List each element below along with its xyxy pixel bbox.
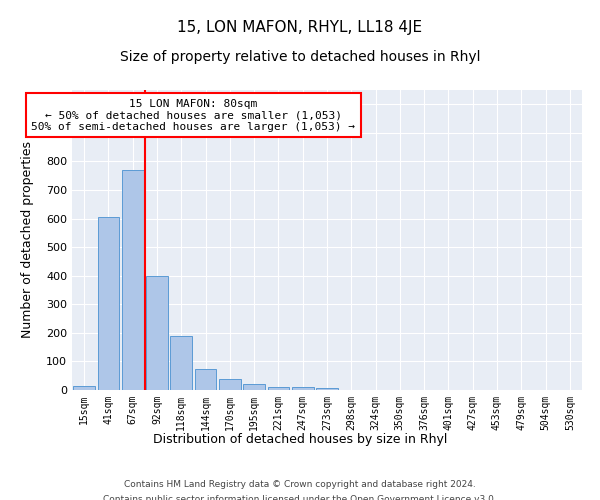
Bar: [97, 217, 119, 390]
Text: 15 LON MAFON: 80sqm
← 50% of detached houses are smaller (1,053)
50% of semi-det: 15 LON MAFON: 80sqm ← 50% of detached ho…: [31, 98, 355, 132]
Text: Contains HM Land Registry data © Crown copyright and database right 2024.: Contains HM Land Registry data © Crown c…: [124, 480, 476, 489]
Text: Contains public sector information licensed under the Open Government Licence v3: Contains public sector information licen…: [103, 495, 497, 500]
Text: 15, LON MAFON, RHYL, LL18 4JE: 15, LON MAFON, RHYL, LL18 4JE: [178, 20, 422, 35]
Bar: [316, 388, 338, 390]
Bar: [219, 379, 241, 390]
Text: Distribution of detached houses by size in Rhyl: Distribution of detached houses by size …: [153, 432, 447, 446]
Text: Size of property relative to detached houses in Rhyl: Size of property relative to detached ho…: [120, 50, 480, 64]
Bar: [73, 386, 95, 390]
Bar: [122, 170, 143, 390]
Bar: [194, 368, 217, 390]
Y-axis label: Number of detached properties: Number of detached properties: [20, 142, 34, 338]
Bar: [170, 336, 192, 390]
Bar: [146, 276, 168, 390]
Bar: [243, 384, 265, 390]
Bar: [292, 386, 314, 390]
Bar: [268, 387, 289, 390]
